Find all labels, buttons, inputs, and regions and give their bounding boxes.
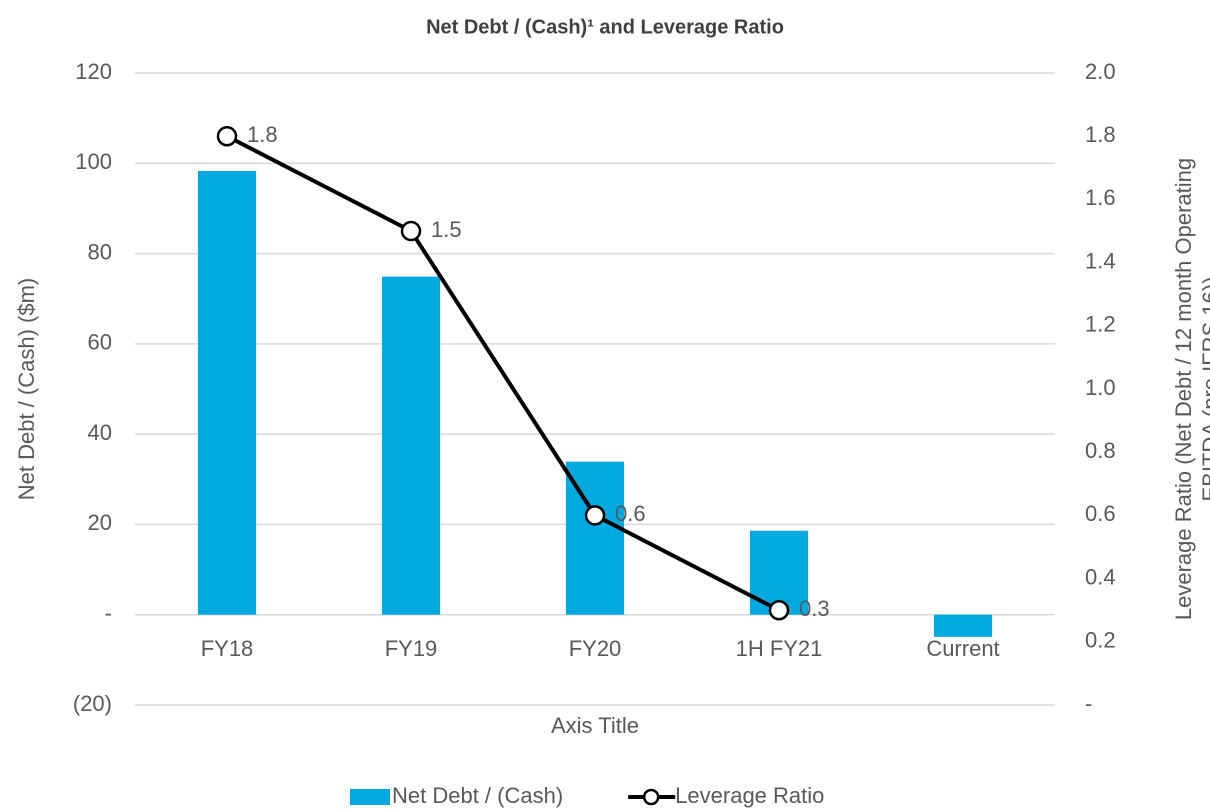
legend-label: Net Debt / (Cash) <box>392 783 563 808</box>
bar <box>198 170 256 615</box>
x-tick-label: FY18 <box>201 636 254 661</box>
y2-tick-label: 1.8 <box>1085 122 1116 147</box>
marker <box>584 505 606 526</box>
x-tick-label: FY20 <box>569 636 622 661</box>
x-axis-title: Axis Title <box>551 713 639 738</box>
y-axis-title: Net Debt / (Cash) ($m) <box>14 278 39 501</box>
y2-axis-title: Leverage Ratio (Net Debt / 12 month Oper… <box>1171 158 1196 620</box>
y2-axis-title: EBITDA (pre IFRS 16)) <box>1198 277 1210 502</box>
y2-tick-label: 1.2 <box>1085 312 1116 337</box>
x-tick-label: Current <box>926 636 999 661</box>
marker <box>768 599 790 621</box>
marker <box>216 125 238 147</box>
y-tick-label: 100 <box>75 149 112 174</box>
chart-title: Net Debt / (Cash)¹ and Leverage Ratio <box>426 16 784 38</box>
legend-label: Leverage Ratio <box>675 783 824 808</box>
y2-tick-label: 0.6 <box>1085 501 1116 526</box>
legend-swatch <box>350 789 390 805</box>
y-tick-label: 60 <box>88 330 112 355</box>
y2-tick-label: 1.4 <box>1085 248 1116 273</box>
y-tick-label: 120 <box>75 59 112 84</box>
y-tick-label: 40 <box>88 420 112 445</box>
y2-tick-label: 0.2 <box>1085 628 1116 653</box>
y-tick-label: - <box>105 601 112 626</box>
legend-swatch <box>642 788 660 806</box>
y2-tick-label: 0.8 <box>1085 438 1116 463</box>
bar <box>934 614 992 637</box>
y2-tick-label: 1.0 <box>1085 375 1116 400</box>
y2-tick-label: - <box>1085 691 1092 716</box>
y-tick-label: 20 <box>88 510 112 535</box>
data-label: 1.5 <box>431 217 462 242</box>
y2-tick-label: 0.4 <box>1085 564 1116 589</box>
data-label: 0.6 <box>615 501 646 526</box>
y-tick-label: 80 <box>88 239 112 264</box>
marker <box>400 220 422 242</box>
data-label: 1.8 <box>247 122 278 147</box>
line <box>226 134 780 612</box>
y2-tick-label: 1.6 <box>1085 185 1116 210</box>
bar <box>382 276 440 615</box>
x-tick-label: FY19 <box>385 636 438 661</box>
y-tick-label: (20) <box>73 691 112 716</box>
data-label: 0.3 <box>799 596 830 621</box>
y2-tick-label: 2.0 <box>1085 59 1116 84</box>
x-tick-label: 1H FY21 <box>736 636 823 661</box>
